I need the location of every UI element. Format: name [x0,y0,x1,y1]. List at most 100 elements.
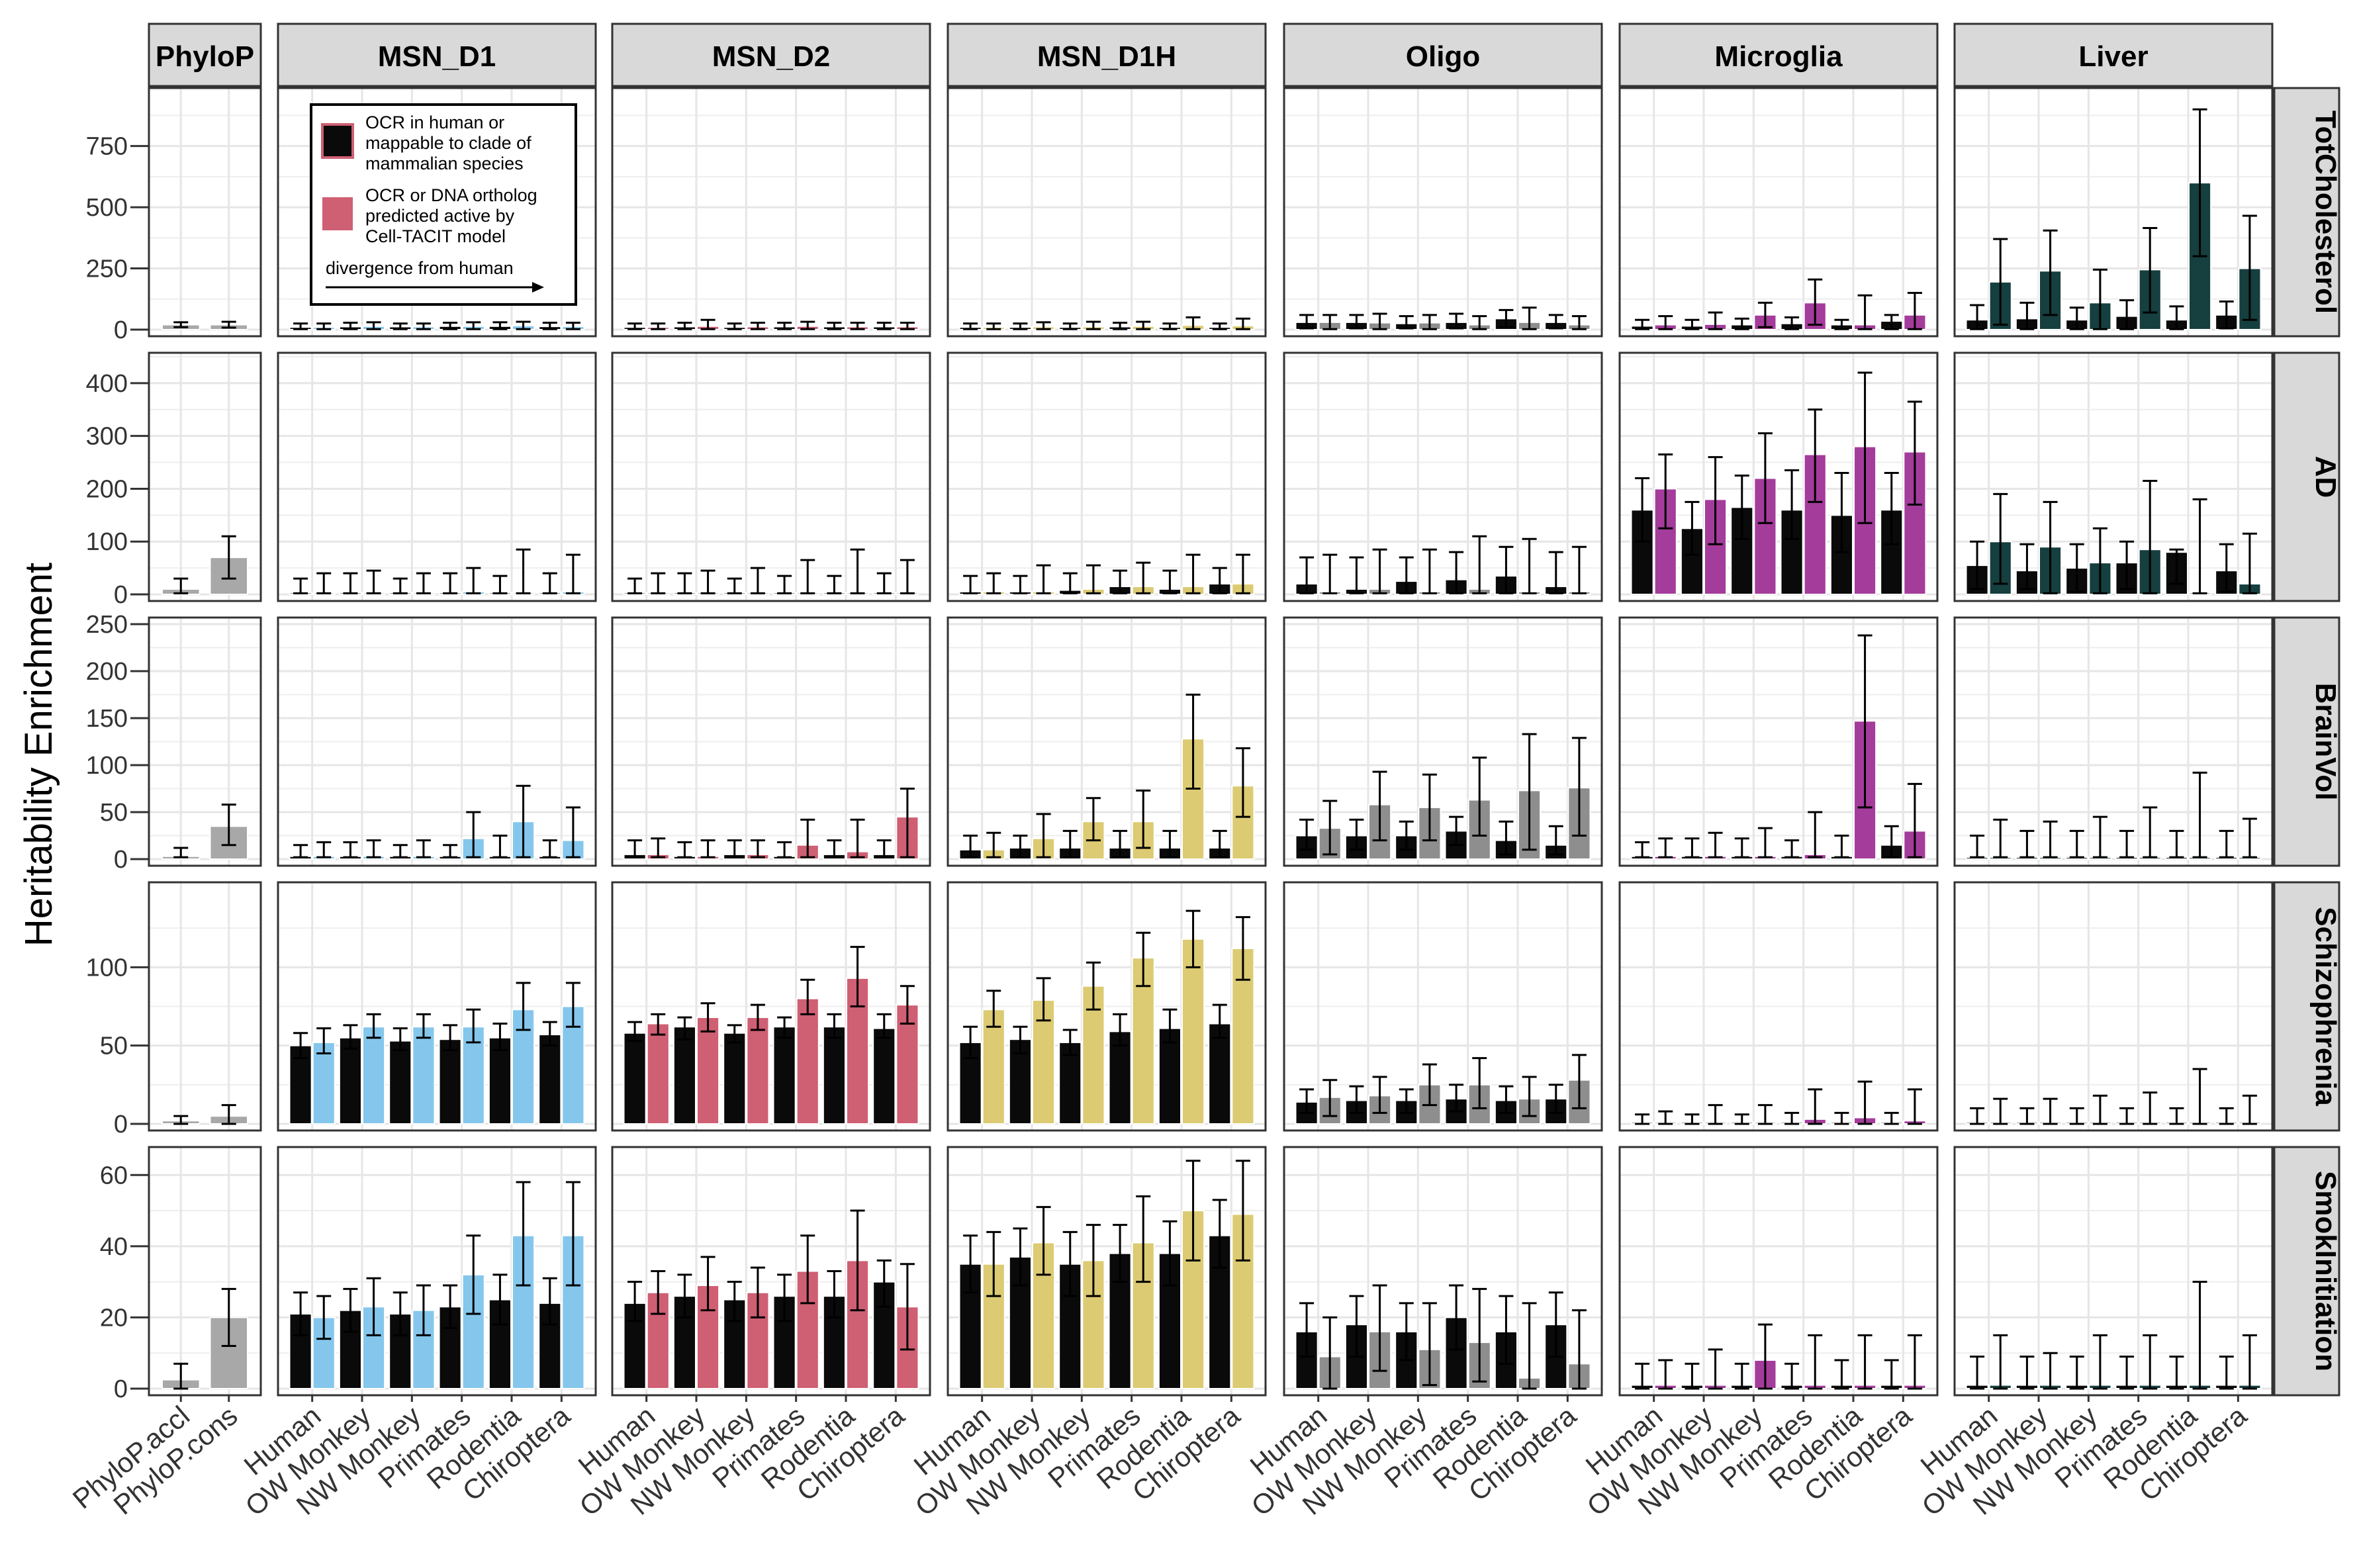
panel-bars [958,694,1255,860]
panel-bars [161,1104,249,1125]
panel-background [948,88,1266,336]
panel-msn-d2-ad [611,351,931,602]
y-tick-label: 50 [100,1033,128,1060]
panel-bars [1295,733,1591,860]
bar-ocr-ow-monkey [672,1026,696,1125]
panel-grid [1284,353,1602,601]
y-tick-label: 500 [86,194,128,222]
y-tick-label: 750 [86,133,128,161]
panel-phylop-smokinitiation [148,1146,262,1397]
panel-grid [1955,882,2272,1130]
panel-bars [289,982,585,1125]
legend-label-ocr: OCR in human or [365,113,504,132]
panel-border [1618,351,1939,602]
panel-msn-d1h-ad [947,351,1267,602]
panel-bars [623,788,919,860]
panel-border [1283,351,1603,602]
y-tick-label: 100 [86,528,128,556]
panel-border [947,351,1267,602]
panel-grid [1955,618,2272,866]
panel-bars [623,548,919,596]
row-label-smokinitiation: SmokInitiation [2309,1171,2342,1371]
panel-bars [1630,1080,1927,1125]
panel-bars [1965,108,2262,331]
panel-liver-ad [1953,351,2274,602]
panel-background [1955,1147,2272,1395]
y-axis-label: Heritability Enrichment [17,563,60,946]
panel-grid [612,618,930,866]
panel-microglia-smokinitiation [1618,1146,1939,1397]
legend-box [310,103,577,306]
panel-background [278,353,596,601]
legend-label-predicted: predicted active by [365,206,515,226]
row-label-schizophrenia: Schizophrenia [2309,907,2342,1106]
y-tick-label: 250 [86,255,128,283]
panel-background [1284,353,1602,601]
facet-label-msn-d1: MSN_D1 [378,40,496,73]
legend-arrow-label: divergence from human [326,258,514,278]
legend-arrow-head [532,282,544,293]
panel-liver-brainvol [1953,616,2274,867]
panel-background [1620,88,1937,336]
panel-bars [1630,371,1927,596]
panel-grid [1955,1147,2272,1395]
facet-label-liver: Liver [2078,40,2148,73]
legend-swatch-predicted [322,197,353,230]
panel-border [1283,87,1603,338]
panel-bars [1295,306,1591,331]
bar-predicted-primates [796,997,819,1125]
bar-ocr-chiroptera [1208,1023,1232,1125]
bar-ocr-nw-monkey [1058,1041,1082,1125]
bar-ocr-chiroptera [538,1034,562,1125]
panel-bars [161,535,249,595]
panel-border [611,616,931,867]
panel-liver-totcholesterol [1953,87,2274,338]
legend-swatch-ocr [321,123,354,159]
panel-msn-d1-ad [277,351,597,602]
y-tick-label: 200 [86,475,128,503]
panel-microglia-ad [1618,351,1939,602]
bar-predicted-nw-monkey [412,1026,436,1125]
panel-bars [623,1209,919,1390]
panel-bars [958,553,1255,596]
panel-border [611,1146,931,1397]
panel-oligo-totcholesterol [1283,87,1603,338]
panel-phylop-ad [148,351,262,602]
bar-ocr-chiroptera [872,1027,896,1125]
panel-border [947,1146,1267,1397]
panel-bars [1630,1323,1927,1390]
bar-ocr-ow-monkey [338,1037,362,1125]
panel-border [1618,616,1939,867]
bar-predicted-human [646,1023,670,1125]
panel-phylop-brainvol [148,616,262,867]
row-label-totcholesterol: TotCholesterol [2309,111,2342,314]
bar-ocr-human [623,1032,647,1125]
panel-msn-d1h-brainvol [947,616,1267,867]
y-tick-label: 200 [86,658,128,686]
bar-ocr-rodentia [822,1026,847,1125]
bar-predicted-nw-monkey [746,1017,770,1125]
panel-bars [289,548,585,596]
panel-msn-d1-brainvol [277,616,597,867]
panel-border [148,616,262,867]
panel-bars [289,1181,585,1390]
bar-ocr-primates [772,1026,796,1125]
facet-label-phylop: PhyloP [156,40,254,73]
panel-border [277,1146,597,1397]
panel-border [1953,1146,2274,1397]
panel-microglia-brainvol [1618,616,1939,867]
facet-strip-oligo [1283,23,1603,87]
row-strip-totcholesterol [2273,87,2340,338]
panel-border [277,87,597,338]
panel-msn-d1h-smokinitiation [947,1146,1267,1397]
panel-bars [1295,535,1591,596]
y-tick-label: 0 [114,316,128,344]
row-strip-ad [2273,351,2340,602]
y-tick-label: 60 [100,1162,128,1189]
facet-label-microglia: Microglia [1714,40,1843,73]
bar-ocr-primates [1108,1031,1132,1125]
panel-border [1953,351,2274,602]
panel-bars [1630,278,1927,331]
panel-bars [623,946,919,1125]
panel-border [947,616,1267,867]
